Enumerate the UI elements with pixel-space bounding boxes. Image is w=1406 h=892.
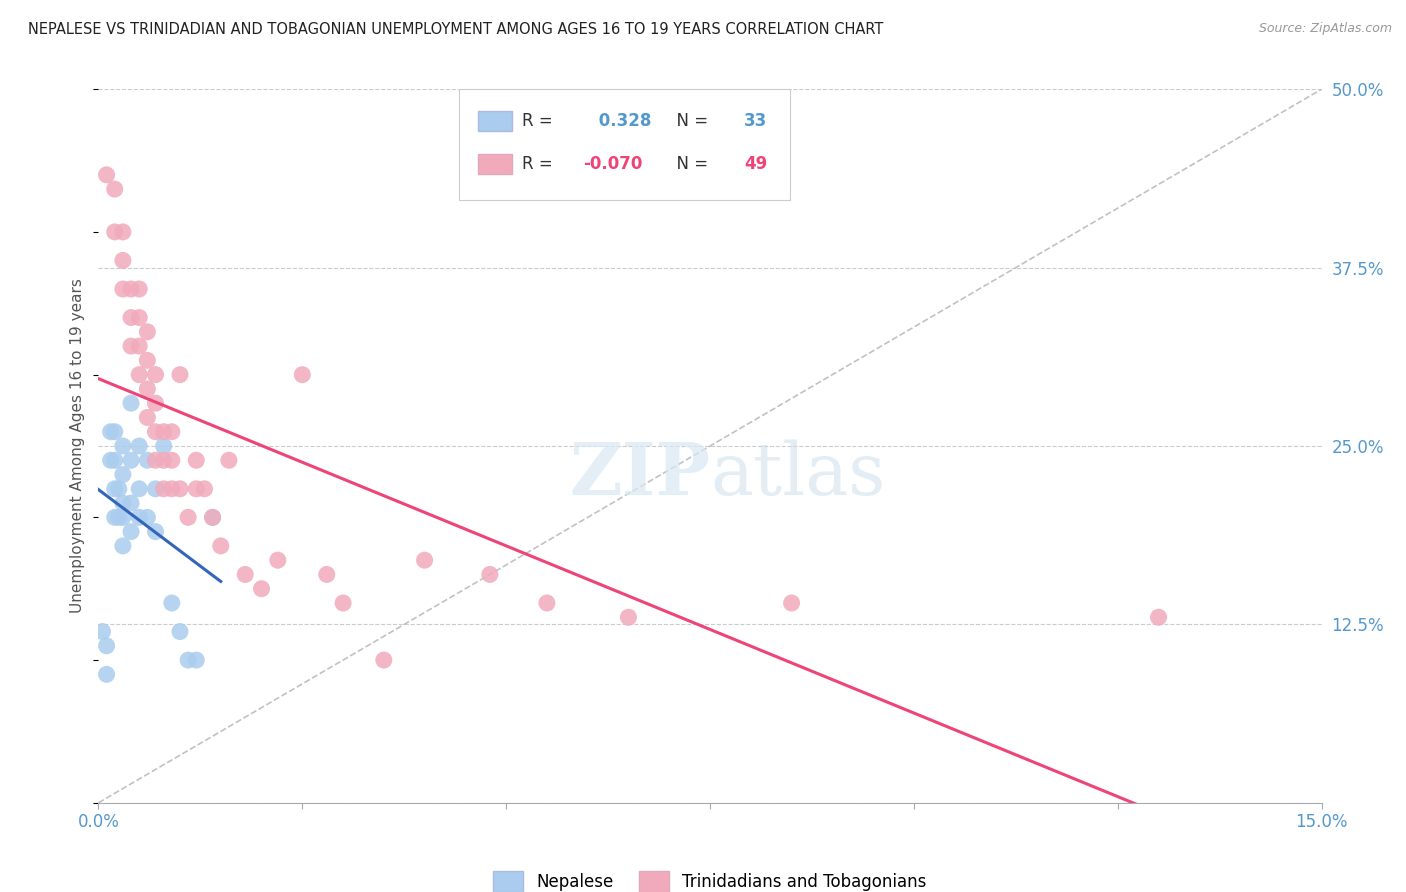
FancyBboxPatch shape	[460, 89, 790, 200]
Point	[128, 439, 150, 453]
Point	[201, 510, 224, 524]
Point	[536, 596, 558, 610]
Point	[169, 368, 191, 382]
Point	[315, 567, 337, 582]
Point	[209, 539, 232, 553]
Point	[96, 667, 118, 681]
Point	[218, 453, 240, 467]
Point	[128, 482, 150, 496]
Point	[120, 496, 142, 510]
Point	[780, 596, 803, 610]
Point	[100, 425, 122, 439]
Point	[136, 325, 159, 339]
Text: R =: R =	[522, 155, 558, 173]
Point	[152, 482, 174, 496]
Point	[291, 368, 314, 382]
Point	[413, 553, 436, 567]
Y-axis label: Unemployment Among Ages 16 to 19 years: Unemployment Among Ages 16 to 19 years	[70, 278, 86, 614]
Point	[145, 368, 167, 382]
Point	[111, 253, 134, 268]
Point	[111, 510, 134, 524]
Point	[169, 624, 191, 639]
Point	[111, 539, 134, 553]
Legend: Nepalese, Trinidadians and Tobagonians: Nepalese, Trinidadians and Tobagonians	[486, 864, 934, 892]
Point	[104, 453, 127, 467]
Point	[186, 453, 208, 467]
Point	[104, 482, 127, 496]
Point	[373, 653, 395, 667]
Point	[201, 510, 224, 524]
Point	[120, 310, 142, 325]
Point	[104, 182, 127, 196]
Point	[111, 496, 134, 510]
Point	[186, 653, 208, 667]
Point	[145, 524, 167, 539]
Point	[136, 382, 159, 396]
Point	[233, 567, 256, 582]
Point	[96, 168, 118, 182]
Text: atlas: atlas	[710, 439, 886, 510]
Point	[104, 510, 127, 524]
Point	[128, 368, 150, 382]
Point	[160, 453, 183, 467]
Point	[111, 225, 134, 239]
FancyBboxPatch shape	[478, 112, 512, 131]
Point	[128, 282, 150, 296]
Point	[152, 425, 174, 439]
Text: 33: 33	[744, 112, 768, 130]
Text: NEPALESE VS TRINIDADIAN AND TOBAGONIAN UNEMPLOYMENT AMONG AGES 16 TO 19 YEARS CO: NEPALESE VS TRINIDADIAN AND TOBAGONIAN U…	[28, 22, 883, 37]
Text: ZIP: ZIP	[569, 439, 710, 510]
Point	[128, 510, 150, 524]
Point	[1147, 610, 1170, 624]
Point	[128, 310, 150, 325]
Point	[120, 524, 142, 539]
Point	[120, 282, 142, 296]
Point	[111, 467, 134, 482]
Text: 49: 49	[744, 155, 768, 173]
Point	[145, 396, 167, 410]
Point	[120, 396, 142, 410]
Point	[177, 653, 200, 667]
Point	[104, 225, 127, 239]
Point	[111, 282, 134, 296]
Point	[267, 553, 290, 567]
Point	[160, 596, 183, 610]
Point	[145, 425, 167, 439]
Point	[177, 510, 200, 524]
Point	[193, 482, 215, 496]
Point	[136, 453, 159, 467]
Point	[152, 453, 174, 467]
Point	[160, 425, 183, 439]
Text: Source: ZipAtlas.com: Source: ZipAtlas.com	[1258, 22, 1392, 36]
Point	[108, 482, 131, 496]
Point	[100, 453, 122, 467]
FancyBboxPatch shape	[478, 154, 512, 174]
Point	[145, 453, 167, 467]
Text: -0.070: -0.070	[583, 155, 643, 173]
Point	[91, 624, 114, 639]
Point	[120, 339, 142, 353]
Point	[152, 439, 174, 453]
Text: N =: N =	[666, 112, 713, 130]
Point	[96, 639, 118, 653]
Text: N =: N =	[666, 155, 713, 173]
Point	[108, 510, 131, 524]
Point	[160, 482, 183, 496]
Text: R =: R =	[522, 112, 558, 130]
Point	[104, 425, 127, 439]
Point	[617, 610, 640, 624]
Point	[120, 453, 142, 467]
Point	[478, 567, 501, 582]
Text: 0.328: 0.328	[592, 112, 651, 130]
Point	[136, 510, 159, 524]
Point	[250, 582, 273, 596]
Point	[111, 439, 134, 453]
Point	[145, 482, 167, 496]
Point	[169, 482, 191, 496]
Point	[186, 482, 208, 496]
Point	[136, 353, 159, 368]
Point	[128, 339, 150, 353]
Point	[332, 596, 354, 610]
Point	[136, 410, 159, 425]
